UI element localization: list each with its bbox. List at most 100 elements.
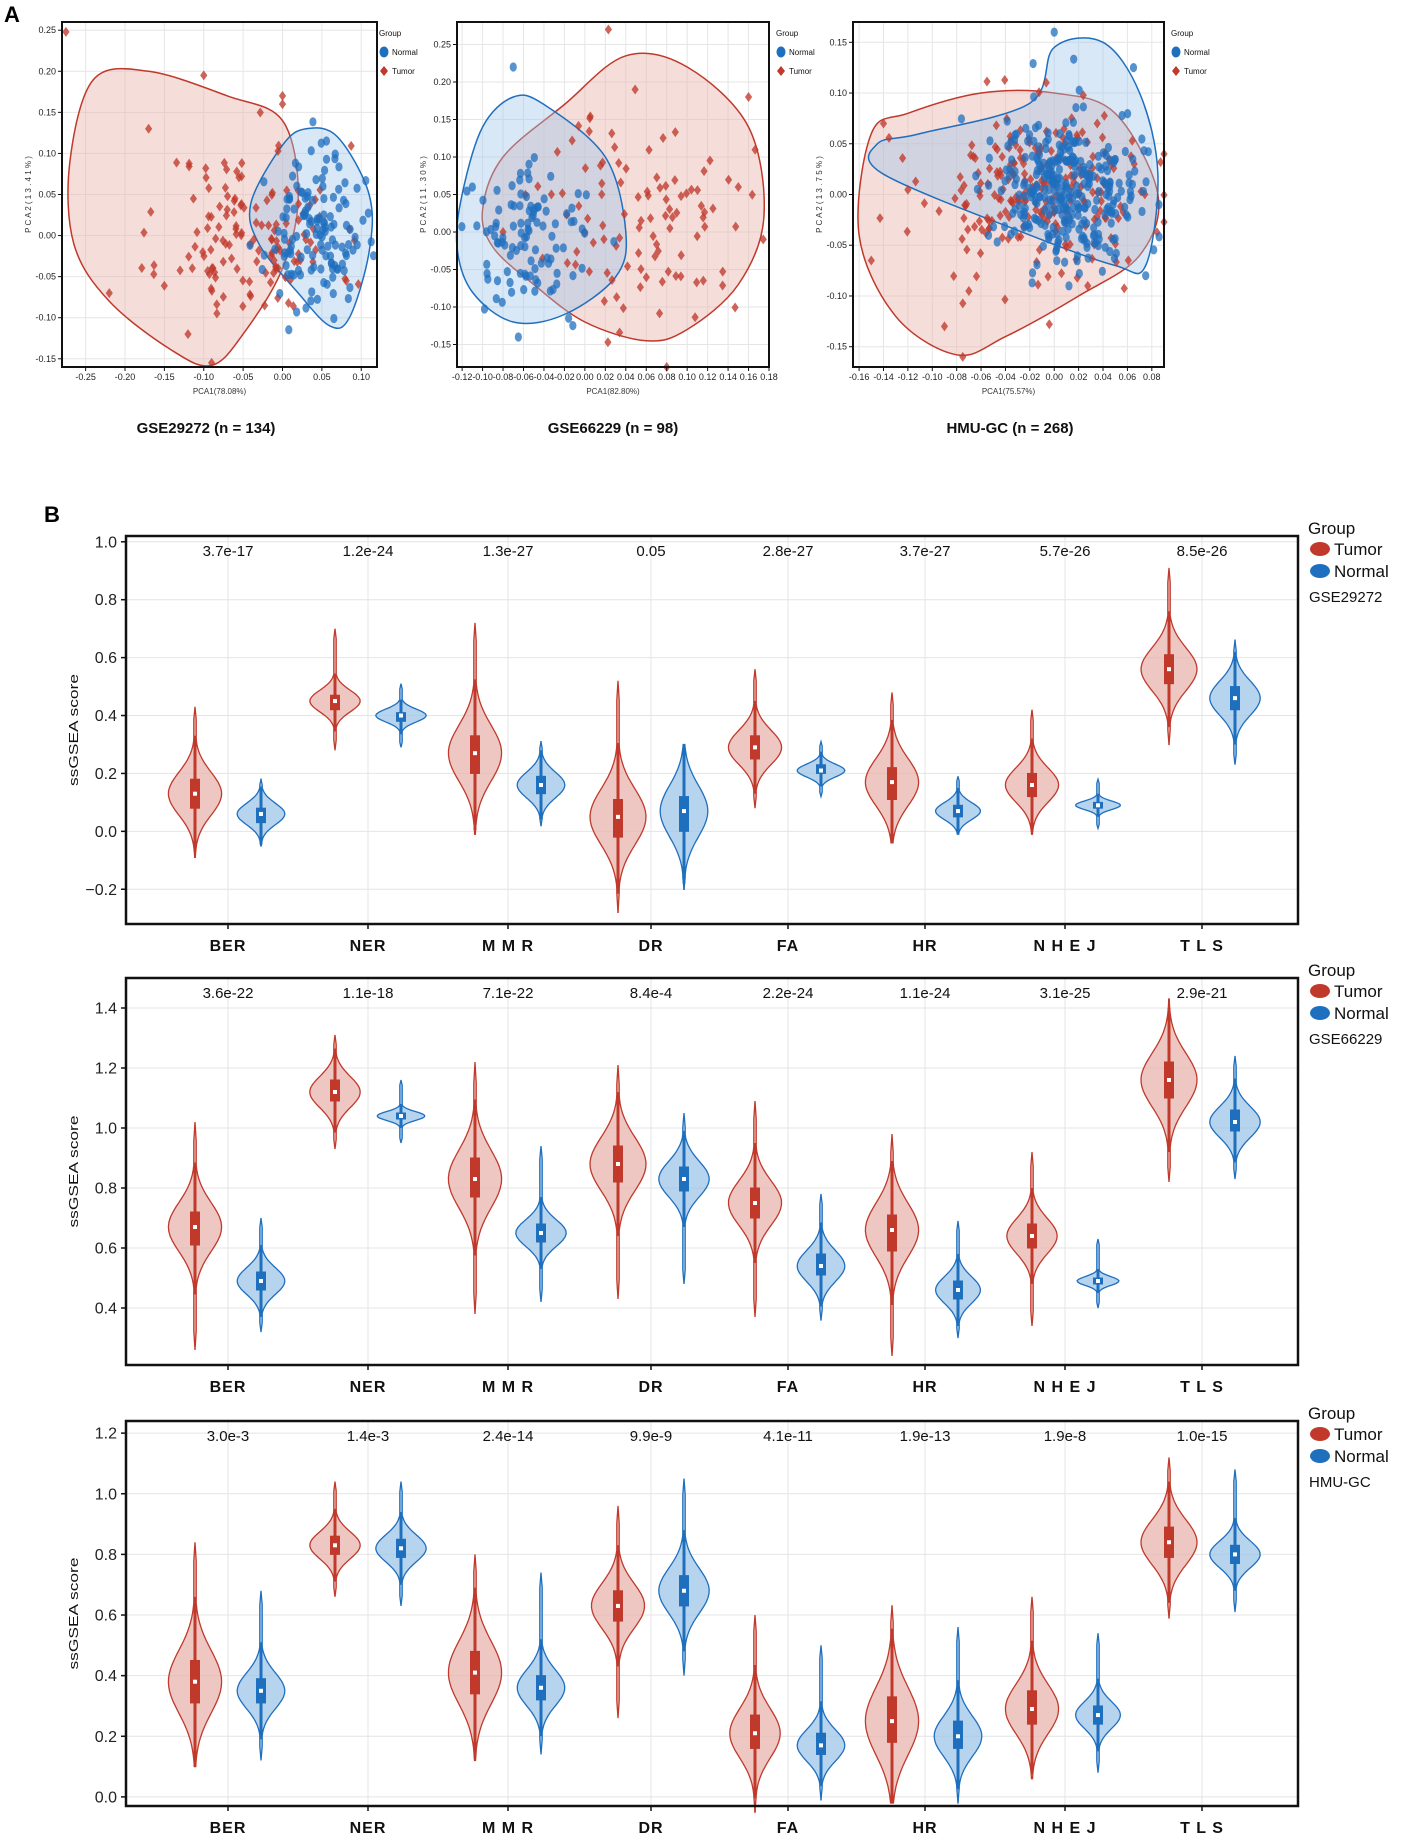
legend-normal-marker <box>379 46 389 58</box>
y-tick-label: 1.4 <box>95 1001 117 1018</box>
normal-point <box>551 219 559 229</box>
legend-tumor-label: Tumor <box>392 67 415 76</box>
tumor-point <box>732 221 740 232</box>
normal-point <box>494 238 502 248</box>
tumor-point <box>252 202 260 213</box>
normal-point <box>1020 207 1028 217</box>
tumor-point <box>1093 118 1101 129</box>
normal-point <box>1050 170 1058 181</box>
normal-point <box>1035 142 1043 152</box>
tumor-point <box>912 176 920 187</box>
tumor-point <box>138 262 146 273</box>
y-tick-label: 0.0 <box>95 1789 117 1806</box>
tumor-point <box>354 279 362 290</box>
normal-point <box>1092 238 1100 248</box>
x-tick-label: -0.10 <box>472 372 493 382</box>
tumor-point <box>598 157 607 168</box>
tumor-point <box>258 220 266 231</box>
category-label-tls: T L S <box>1180 938 1224 955</box>
tumor-point <box>221 182 229 193</box>
tumor-point <box>699 275 707 286</box>
normal-point <box>1098 266 1106 276</box>
tumor-point <box>547 189 556 200</box>
normal-point <box>290 204 298 214</box>
p-value-nhej: 5.7e-26 <box>1040 543 1091 560</box>
normal-point <box>1084 181 1092 192</box>
plot-frame <box>124 534 1300 926</box>
normal-point <box>480 304 489 314</box>
tumor-point <box>574 120 583 131</box>
tumor-point <box>262 267 270 278</box>
normal-point <box>482 227 491 237</box>
normal-point <box>1111 208 1120 219</box>
normal-point <box>351 232 359 242</box>
plot-frame <box>124 976 1300 1367</box>
tumor-point <box>964 224 972 235</box>
normal-point <box>308 195 317 206</box>
tumor-point <box>693 231 701 242</box>
violin-plot-gse29272: −0.2 0.0 0.2 0.4 0.6 0.8 1.0 BER NER M M R DR FA HR N… <box>66 519 1389 955</box>
x-tick-label: 0.12 <box>699 372 717 382</box>
normal-point <box>1086 160 1094 170</box>
normal-point <box>288 234 297 244</box>
tumor-point <box>611 142 619 153</box>
normal-point <box>479 195 487 205</box>
normal-point <box>973 184 981 194</box>
tumor-point <box>1093 173 1101 184</box>
x-tick-label: -0.10 <box>193 372 214 382</box>
normal-point <box>1139 186 1147 197</box>
normal-point <box>1069 117 1077 128</box>
tumor-point <box>731 302 739 313</box>
plot-title: GSE29272 (n = 134) <box>137 420 276 437</box>
normal-point <box>294 265 303 276</box>
tumor-point <box>885 132 893 143</box>
x-tick-label: -0.04 <box>995 372 1016 382</box>
normal-point <box>997 186 1005 196</box>
p-value-nhej: 3.1e-25 <box>1040 985 1091 1002</box>
x-tick-label: -0.15 <box>154 372 175 382</box>
normal-point <box>507 287 516 297</box>
tumor-point <box>1078 127 1086 138</box>
normal-point <box>1118 110 1126 121</box>
legend-normal-marker <box>1310 1449 1330 1463</box>
normal-point <box>1028 268 1037 278</box>
normal-point <box>367 237 375 247</box>
x-tick-label: -0.02 <box>554 372 575 382</box>
category-label-hr: HR <box>912 1379 937 1396</box>
dataset-label: GSE29272 <box>1309 589 1382 606</box>
tumor-point <box>202 172 210 183</box>
y-tick-label: -0.05 <box>35 272 56 282</box>
tumor-point <box>1034 279 1042 290</box>
category-label-fa: FA <box>777 1379 799 1396</box>
tumor-point <box>272 219 280 230</box>
tumor-point <box>223 191 232 202</box>
pca-plot-hmu-gc: -0.16 -0.14 -0.12 -0.10 -0.08 -0.06 -0.04 -0.02… <box>815 21 1210 437</box>
median-tumor-nhej <box>1029 1705 1035 1712</box>
y-tick-label: 0.4 <box>95 1668 117 1685</box>
pca-plot-gse66229: -0.12 -0.10 -0.08 -0.06 -0.04 -0.02 0.00 0.02 0.… <box>419 21 815 437</box>
normal-point <box>1131 166 1139 176</box>
median-normal-mmr <box>538 782 544 789</box>
tumor-point <box>604 337 612 348</box>
tumor-point <box>994 170 1002 181</box>
normal-point <box>338 242 346 252</box>
tumor-point <box>634 192 642 203</box>
normal-point <box>985 153 993 163</box>
tumor-point <box>222 164 231 175</box>
y-tick-label: 0.20 <box>433 77 451 87</box>
normal-point <box>1065 191 1073 201</box>
tumor-point <box>970 221 979 232</box>
tumor-point <box>1035 87 1043 98</box>
tumor-point <box>185 161 193 172</box>
legend-tumor-label: Tumor <box>789 67 812 76</box>
median-normal-hr <box>955 1733 961 1740</box>
tumor-point <box>1006 195 1015 206</box>
normal-point <box>303 245 311 255</box>
y-tick-label: 0.2 <box>95 1729 117 1746</box>
legend-tumor-marker <box>777 66 785 76</box>
legend-title: Group <box>1308 519 1355 538</box>
normal-point <box>1138 206 1146 217</box>
tumor-point <box>652 239 661 250</box>
tumor-point <box>983 76 991 87</box>
tumor-point <box>200 251 208 262</box>
